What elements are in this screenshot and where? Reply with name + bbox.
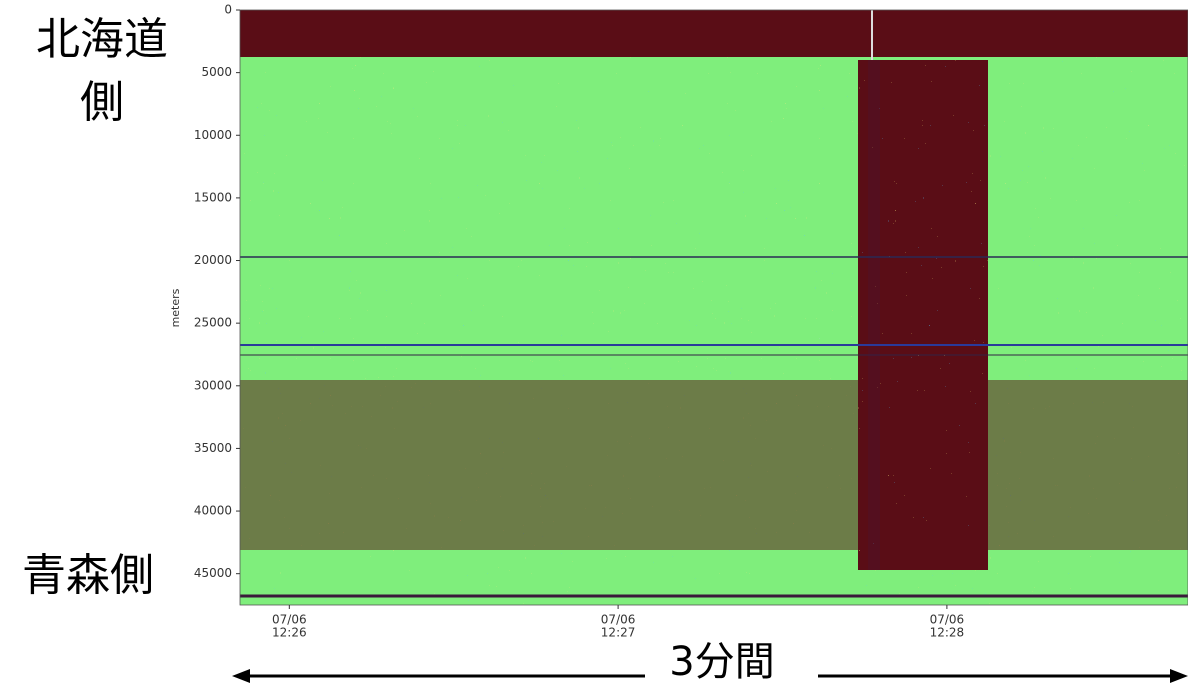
y-tick-label: 5000: [201, 65, 232, 79]
y-tick-label: 30000: [194, 378, 232, 392]
y-tick-label: 40000: [194, 504, 232, 518]
y-axis-label: meters: [169, 288, 182, 327]
y-tick-label: 15000: [194, 190, 232, 204]
x-tick-label: 07/06: [601, 613, 636, 627]
annotation: 北海道: [36, 14, 168, 65]
annotation: 3分間: [669, 639, 774, 685]
heatmap-image: [240, 10, 1188, 605]
y-tick-label: 10000: [194, 128, 232, 142]
x-tick-label: 12:27: [601, 626, 636, 640]
y-tick-label: 35000: [194, 441, 232, 455]
x-tick-label: 12:26: [272, 626, 307, 640]
x-tick-label: 12:28: [930, 626, 965, 640]
page: {"chart_data": {"type": "heatmap", "ylab…: [0, 0, 1188, 690]
y-tick-label: 0: [224, 3, 232, 17]
chart: meters 北海道 側 青森側 3分間 0 5000 10000 15000 2000…: [0, 0, 1188, 690]
x-tick-label: 07/06: [930, 613, 965, 627]
y-tick-label: 45000: [194, 566, 232, 580]
annotation: 側: [80, 77, 124, 128]
annotation: 青森側: [22, 550, 154, 601]
x-tick-label: 07/06: [272, 613, 307, 627]
y-tick-label: 25000: [194, 316, 232, 330]
y-tick-label: 20000: [194, 253, 232, 267]
